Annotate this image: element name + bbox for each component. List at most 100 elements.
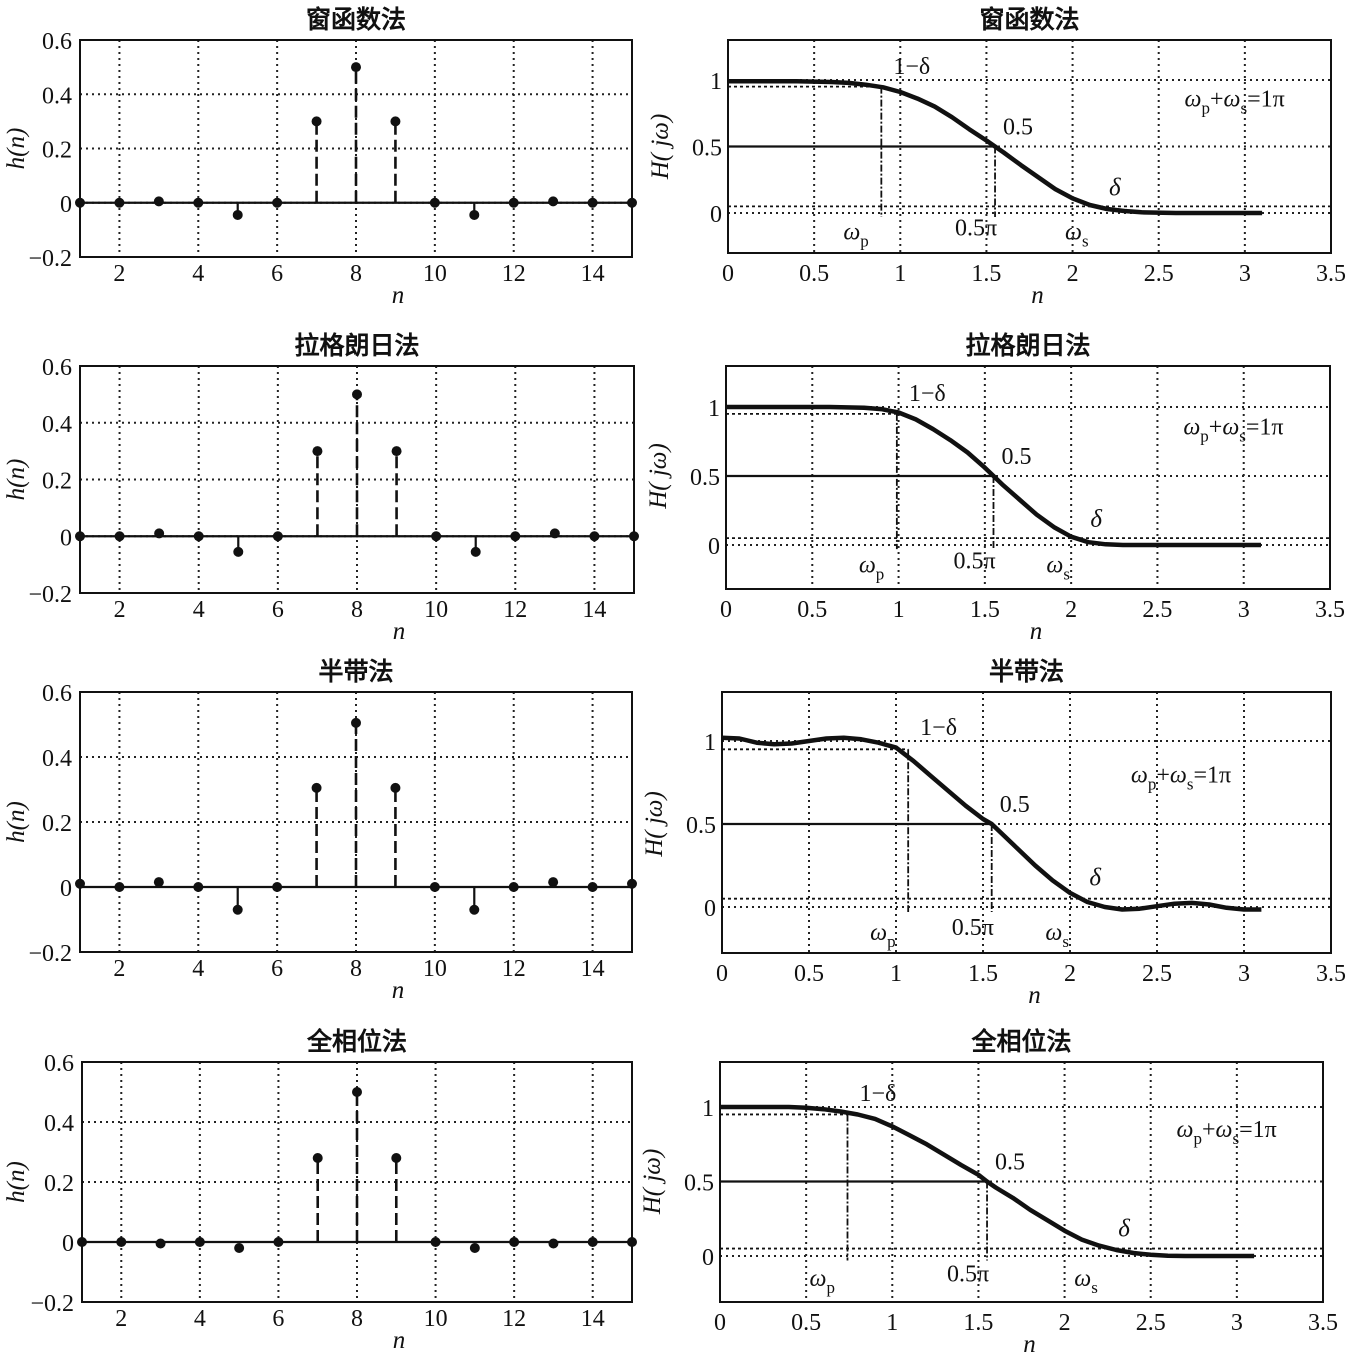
stem-marker: [312, 446, 323, 457]
response-panel-response-window: 窗函数法 0 0.5 1 1.5 2 2.5 3 3.5 1 0.5 0 n H( jω) 1−δ 0.5 ωp…: [647, 5, 1346, 309]
y-tick-label: 1: [704, 730, 716, 756]
x-tick-label: 10: [424, 1306, 448, 1332]
stem-marker: [589, 531, 600, 542]
omega-p-label: ωp: [843, 220, 868, 251]
x-tick-label: 3.5: [1316, 961, 1346, 987]
chart-title: 拉格朗日法: [965, 331, 1090, 360]
x-tick-label: 3: [1231, 1310, 1243, 1336]
x-tick-label: 2.5: [1144, 261, 1174, 287]
x-axis-label: n: [1031, 282, 1044, 309]
stem-marker: [352, 389, 362, 400]
x-tick-label: 2: [115, 1306, 127, 1332]
stem-marker: [390, 116, 401, 127]
y-tick-label: 0: [710, 202, 722, 228]
y-axis-label: H( jω): [645, 443, 672, 510]
stem-marker: [629, 531, 639, 542]
x-tick-label: 6: [272, 1306, 284, 1332]
stem-marker: [627, 1237, 637, 1247]
y-tick-label: 0.6: [42, 355, 72, 381]
stem-marker: [114, 531, 125, 542]
y-tick-label: 0.4: [42, 83, 72, 109]
x-axis-label: n: [1023, 1331, 1036, 1355]
stem-marker: [587, 882, 598, 892]
response-panel-response-halfband: 半带法 0 0.5 1 1.5 2 2.5 3 3.5 1 0.5 0 n H( jω) 1−δ 0.5 ωp 0…: [641, 657, 1346, 1009]
stem-marker: [429, 882, 440, 892]
chart-title: 半带法: [318, 657, 393, 686]
chart-title: 窗函数法: [306, 5, 406, 34]
stem-marker: [232, 904, 243, 915]
y-tick-label: 0: [62, 1231, 74, 1257]
stem-marker: [153, 196, 164, 207]
x-tick-label: 2: [114, 597, 126, 623]
y-axis-label: H( jω): [641, 791, 668, 858]
y-tick-label: 0.5: [690, 465, 720, 491]
omega-s-label: ωs: [1046, 553, 1070, 584]
stem-marker: [114, 197, 125, 208]
stem-marker: [311, 116, 322, 127]
impulse-panel-impulse-halfband: 半带法 0.6 0.4 0.2 0 −0.2 2 4 6 8 10 12 14 n h(n): [3, 657, 637, 1004]
y-tick-label: 0: [708, 534, 720, 560]
half-pi-label: 0.5π: [947, 1261, 989, 1287]
stem-marker: [469, 209, 480, 220]
y-tick-label: 0: [704, 896, 716, 922]
stem-marker: [232, 209, 243, 220]
stem-marker: [77, 1237, 87, 1247]
omega-s-label: ωs: [1065, 220, 1089, 251]
x-axis-label: n: [392, 977, 405, 1004]
x-tick-label: 8: [351, 597, 363, 623]
x-tick-label: 1: [890, 961, 902, 987]
half-pi-label: 0.5π: [953, 548, 995, 574]
impulse-panel-impulse-allphase: 全相位法 0.6 0.4 0.2 0 −0.2 2 4 6 8 10 12 14 n h(n): [3, 1027, 637, 1354]
stem-marker: [391, 446, 402, 457]
x-tick-label: 12: [502, 261, 526, 287]
x-tick-label: 3.5: [1315, 597, 1345, 623]
stem-marker: [116, 1237, 127, 1247]
omega-s-label: ωs: [1074, 1266, 1098, 1297]
half-label: 0.5: [1001, 444, 1031, 470]
x-tick-label: 4: [194, 1306, 206, 1332]
x-tick-label: 14: [582, 597, 606, 623]
omega-p-label: ωp: [870, 920, 895, 951]
y-tick-label: 0.6: [42, 29, 72, 55]
x-tick-label: 0.5: [794, 961, 824, 987]
stem-marker: [510, 531, 521, 542]
response-panel-response-allphase: 全相位法 0 0.5 1 1.5 2 2.5 3 3.5 1 0.5 0 n H( jω) 1−δ 0.5 ωp…: [639, 1027, 1338, 1355]
stem-marker: [549, 528, 560, 539]
y-tick-label: 0.6: [44, 1051, 74, 1077]
impulse-panel-impulse-lagrange: 拉格朗日法 0.6 0.4 0.2 0 −0.2 2 4 6 8 10 12 14 n h(n): [3, 331, 639, 645]
chart-title: 全相位法: [306, 1027, 407, 1056]
stem-marker: [153, 877, 164, 888]
x-tick-label: 2: [1067, 261, 1079, 287]
x-axis-label: n: [1028, 982, 1041, 1009]
x-tick-label: 4: [193, 597, 205, 623]
half-pi-label: 0.5π: [952, 915, 994, 941]
plot-frame: [725, 365, 1331, 590]
x-axis-label: n: [393, 1327, 406, 1354]
x-tick-label: 0: [714, 1310, 726, 1336]
y-tick-label: 0: [60, 192, 72, 218]
stem-marker: [548, 1238, 559, 1249]
y-axis-label: h(n): [3, 801, 30, 843]
formula-label: ωp+ωs=1π: [1131, 763, 1231, 794]
y-tick-label: 0.4: [44, 1111, 74, 1137]
delta-label: δ: [1109, 175, 1121, 202]
x-tick-label: 3: [1238, 597, 1250, 623]
stem-marker: [311, 782, 322, 793]
x-axis-label: n: [393, 618, 406, 645]
x-tick-label: 2: [113, 261, 125, 287]
x-tick-label: 12: [503, 597, 527, 623]
chart-title: 窗函数法: [979, 5, 1079, 34]
stem-marker: [272, 531, 283, 542]
half-pi-label: 0.5π: [955, 216, 997, 242]
y-tick-label: 1: [702, 1096, 714, 1122]
x-tick-label: 2.5: [1142, 961, 1172, 987]
x-tick-label: 2: [1059, 1310, 1071, 1336]
x-tick-label: 12: [502, 956, 526, 982]
omega-p-label: ωp: [809, 1266, 834, 1297]
y-tick-label: 0: [60, 876, 72, 902]
y-tick-label: 0.4: [42, 412, 72, 438]
stem-marker: [390, 782, 401, 793]
plot-frame: [721, 691, 1332, 954]
stem-marker: [272, 882, 283, 892]
